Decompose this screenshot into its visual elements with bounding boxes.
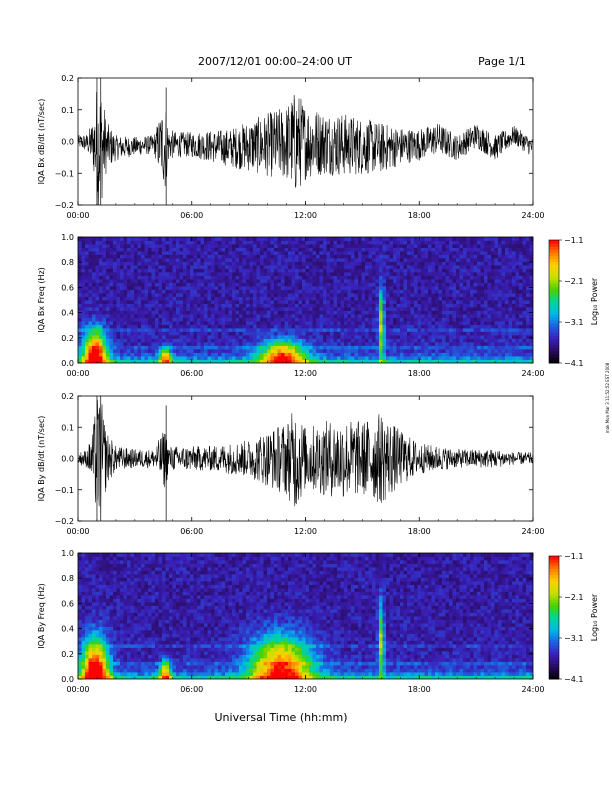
x-tick-label: 18:00	[408, 527, 431, 536]
x-tick-label: 12:00	[294, 527, 317, 536]
bx-spec-colorbar: −1.1 −2.1 −3.1 −4.1 Log₁₀ Power	[548, 236, 599, 368]
x-tick-label: 12:00	[294, 685, 317, 694]
figure-title: 2007/12/01 00:00–24:00 UT	[198, 55, 352, 68]
x-tick-label: 06:00	[180, 685, 203, 694]
y-tick-label: 1.0	[61, 233, 74, 242]
y-tick-label: −0.1	[55, 486, 74, 495]
y-tick-label: −0.1	[55, 169, 74, 178]
x-tick-label: 00:00	[66, 527, 89, 536]
colorbar-label: Log₁₀ Power	[590, 277, 599, 325]
colorbar-tick-label: −3.1	[564, 318, 583, 327]
by-spec-ylabel: IQA By Freq (Hz)	[37, 583, 46, 649]
by-dbdt-trace	[78, 399, 533, 514]
by-spec-colorbar: −1.1 −2.1 −3.1 −4.1 Log₁₀ Power	[548, 552, 599, 684]
bx-spectrogram-panel: −1.1 −2.1 −3.1 −4.1 Log₁₀ Power 00:00 06:00 12:…	[37, 233, 599, 378]
x-tick-label: 00:00	[66, 369, 89, 378]
y-tick-label: 0.0	[61, 455, 74, 464]
y-tick-label: 0.8	[61, 574, 74, 583]
y-tick-label: 0.2	[61, 74, 74, 83]
y-tick-label: 0.6	[61, 283, 74, 292]
colorbar-tick-label: −4.1	[564, 675, 583, 684]
y-tick-label: 0.4	[61, 625, 74, 634]
bx-spec-ylabel: IQA Bx Freq (Hz)	[37, 267, 46, 333]
x-tick-label: 24:00	[521, 369, 544, 378]
y-tick-label: 1.0	[61, 549, 74, 558]
by-dbdt-ylabel: IQA By dB/dt (nT/sec)	[37, 416, 46, 502]
x-axis-label: Universal Time (hh:mm)	[215, 711, 348, 724]
bx-spec-heatmap	[78, 237, 533, 363]
by-spec-heatmap	[78, 553, 533, 679]
colorbar-tick-label: −1.1	[564, 236, 583, 245]
bx-dbdt-trace	[78, 92, 533, 205]
bx-dbdt-panel: 00:00 06:00 12:00 18:00 24:00 0.2 0.1 0.0 −0.1 −0…	[37, 74, 545, 220]
y-tick-label: −0.2	[55, 517, 74, 526]
y-tick-label: 0.8	[61, 258, 74, 267]
colorbar-tick-label: −2.1	[564, 593, 583, 602]
by-dbdt-panel: 00:00 06:00 12:00 18:00 24:00 0.2 0.1 0.0 −0.1 −0…	[37, 392, 545, 536]
y-tick-label: −0.2	[55, 201, 74, 210]
y-tick-label: 0.2	[61, 392, 74, 401]
x-tick-label: 24:00	[521, 211, 544, 220]
x-tick-label: 18:00	[408, 369, 431, 378]
x-tick-label: 06:00	[180, 369, 203, 378]
colorbar-tick-label: −4.1	[564, 359, 583, 368]
colorbar-tick-label: −3.1	[564, 634, 583, 643]
x-tick-label: 24:00	[521, 527, 544, 536]
x-tick-label: 06:00	[180, 211, 203, 220]
x-tick-label: 24:00	[521, 685, 544, 694]
y-tick-label: 0.2	[61, 650, 74, 659]
x-tick-label: 12:00	[294, 211, 317, 220]
bx-dbdt-ylabel: IQA Bx dB/dt (nT/sec)	[37, 99, 46, 185]
colorbar-tick-label: −2.1	[564, 277, 583, 286]
x-tick-label: 18:00	[408, 685, 431, 694]
x-tick-label: 00:00	[66, 685, 89, 694]
colorbar-tick-label: −1.1	[564, 552, 583, 561]
x-tick-label: 12:00	[294, 369, 317, 378]
x-tick-label: 18:00	[408, 211, 431, 220]
y-tick-label: 0.4	[61, 309, 74, 318]
y-tick-label: 0.6	[61, 599, 74, 608]
y-tick-label: 0.1	[61, 106, 74, 115]
page-indicator: Page 1/1	[478, 55, 526, 68]
colorbar-label: Log₁₀ Power	[590, 593, 599, 641]
timestamp-note: mak Mon Mar 3 11:52:52 EST 2008	[605, 362, 610, 433]
x-tick-label: 06:00	[180, 527, 203, 536]
y-tick-label: 0.1	[61, 423, 74, 432]
y-tick-label: 0.0	[61, 675, 74, 684]
y-tick-label: 0.0	[61, 359, 74, 368]
by-spectrogram-panel: −1.1 −2.1 −3.1 −4.1 Log₁₀ Power 00:00 06:00 12:…	[37, 549, 599, 694]
y-tick-label: 0.0	[61, 138, 74, 147]
y-tick-label: 0.2	[61, 334, 74, 343]
x-tick-label: 00:00	[66, 211, 89, 220]
